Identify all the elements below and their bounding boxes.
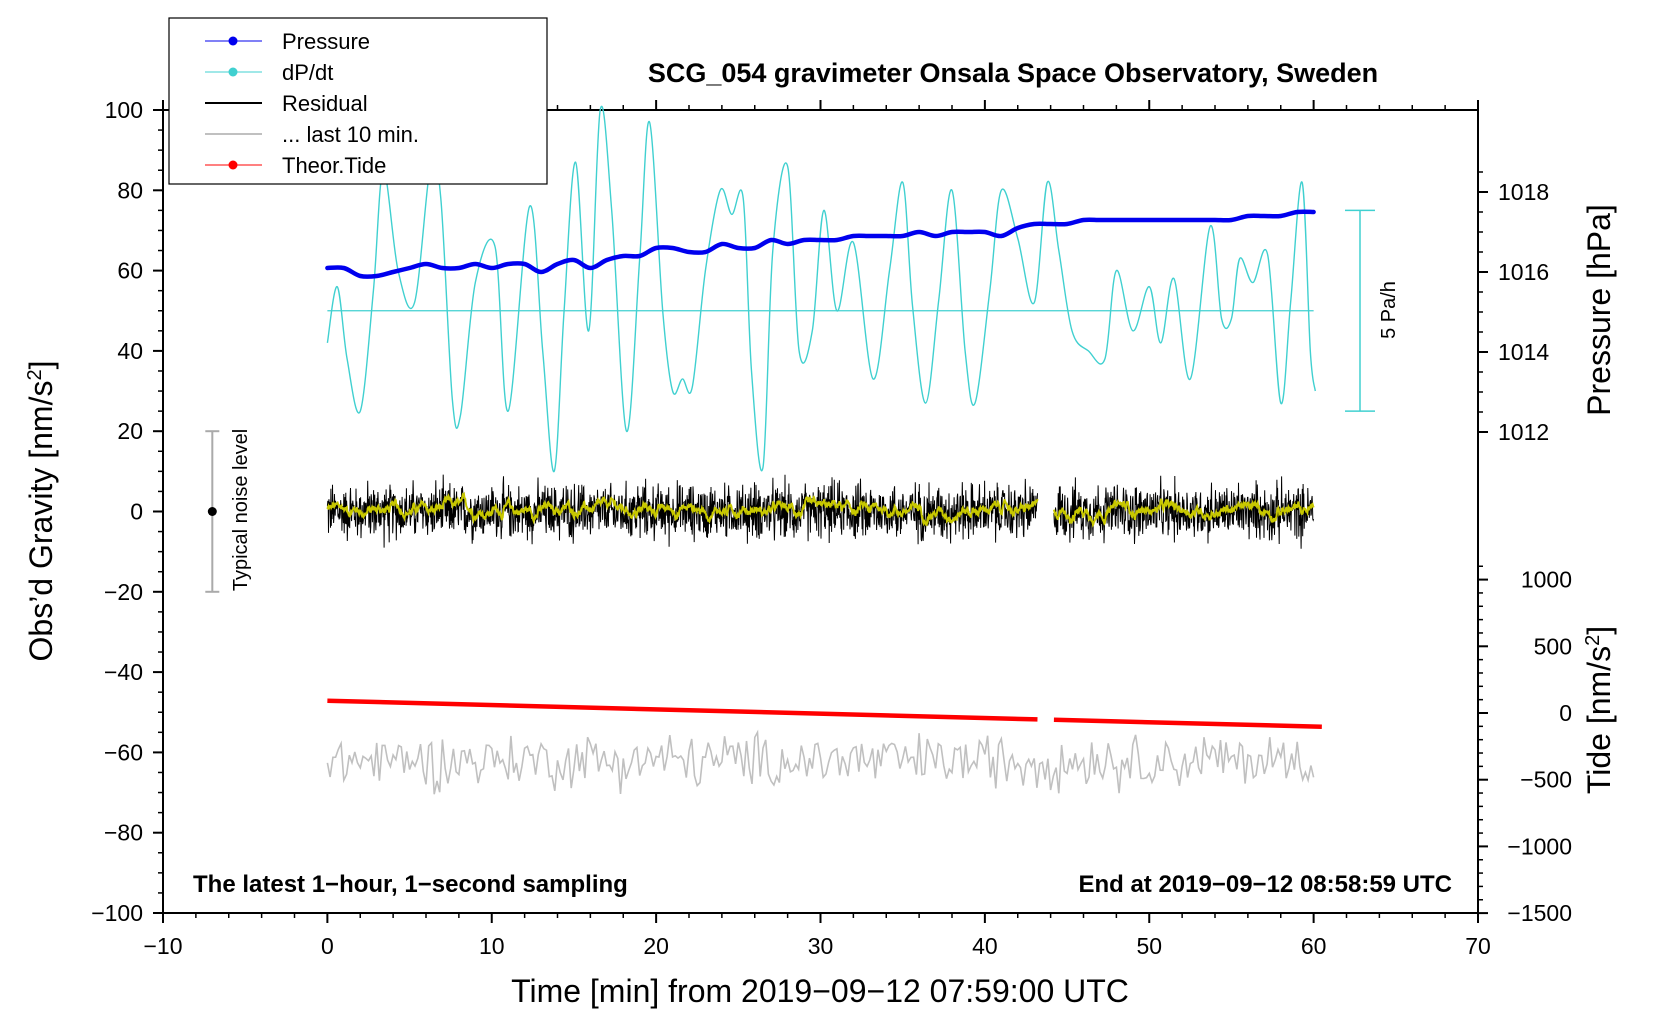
tide-tick-label: 500	[1534, 633, 1572, 659]
y-tick-label: 20	[117, 418, 143, 444]
legend-box	[168, 17, 548, 185]
series-tide	[327, 698, 1322, 729]
legend-label: dP/dt	[282, 60, 333, 85]
last10-line	[326, 729, 1315, 795]
tide-tick-label: −1000	[1507, 833, 1572, 859]
y-tick-label: −20	[104, 579, 143, 605]
tide-tick-label: −1500	[1507, 900, 1572, 926]
x-tick-label: 60	[1301, 933, 1327, 959]
footer-left: The latest 1−hour, 1−second sampling	[193, 871, 628, 898]
x-axis-ticks: −10 0 10 20 30 40 50 60 70	[143, 100, 1491, 959]
y-axis-label-text: Obs’d Gravity [nm/s	[23, 381, 59, 662]
pressure-tick-label: 1018	[1498, 179, 1549, 205]
y-tick-label: 80	[117, 177, 143, 203]
legend-marker	[228, 36, 238, 46]
legend-label: ... last 10 min.	[282, 122, 419, 147]
noise-level-bar	[205, 430, 220, 593]
y-tick-label: 100	[105, 97, 143, 123]
label-suffix: ]	[1581, 626, 1617, 635]
y-tick-label: 60	[117, 258, 143, 284]
pressure-line	[325, 209, 1316, 280]
tide-tick-label: −500	[1520, 767, 1572, 793]
footer-right: End at 2019−09−12 08:58:59 UTC	[1078, 871, 1452, 898]
pressure-axis-label: Pressure [hPa]	[1581, 204, 1617, 416]
legend-marker	[228, 160, 238, 170]
y-axis-label: Obs’d Gravity [nm/s2]	[23, 361, 59, 662]
series-pressure	[325, 209, 1316, 280]
y-tick-label: −80	[104, 820, 143, 846]
pressure-tick-label: 1014	[1498, 339, 1549, 365]
y-tick-label: 40	[117, 338, 143, 364]
pressure-tick-label: 1012	[1498, 419, 1549, 445]
legend-marker	[228, 67, 238, 77]
x-tick-label: 0	[321, 933, 334, 959]
rate-scale-bar	[1345, 209, 1375, 412]
series-residual	[326, 474, 1315, 549]
residual-line	[326, 474, 1038, 548]
label-suffix: ]	[23, 361, 59, 370]
tide-tick-label: 0	[1559, 700, 1572, 726]
pressure-axis-ticks: 1018 1016 1014 1012	[1478, 171, 1549, 445]
series-last10	[326, 729, 1315, 795]
chart-title: SCG_054 gravimeter Onsala Space Observat…	[648, 58, 1378, 88]
y-tick-label: −40	[104, 659, 143, 685]
noise-bar-dot	[207, 507, 217, 516]
legend-items: Pressure dP/dt Residual ... last 10 min. The…	[205, 29, 419, 178]
x-tick-label: 50	[1136, 933, 1162, 959]
series-dpdt	[326, 106, 1316, 473]
y-tick-label: −60	[104, 739, 143, 765]
tide-tick-label: 1000	[1521, 567, 1572, 593]
superscript: 2	[1582, 635, 1604, 646]
tide-axis-ticks: 1000 500 0 −500 −1000 −1500	[1478, 565, 1572, 926]
rate-scale-label: 5 Pa/h	[1378, 281, 1400, 339]
tide-line-segment	[327, 698, 1038, 722]
dpdt-line	[326, 106, 1316, 473]
residual-smooth-line	[1052, 498, 1315, 528]
tide-line-segment	[1053, 717, 1322, 729]
x-tick-label: 30	[808, 933, 834, 959]
legend: Pressure dP/dt Residual ... last 10 min. The…	[168, 17, 548, 185]
x-tick-label: 40	[972, 933, 998, 959]
pressure-tick-label: 1016	[1498, 259, 1549, 285]
x-tick-label: −10	[143, 933, 182, 959]
legend-label: Pressure	[282, 29, 370, 54]
y-axis-ticks: 100 80 60 40 20 0 −20 −40 −60 −80 −100	[91, 97, 163, 926]
tide-axis-label-text: Tide [nm/s	[1581, 646, 1617, 794]
x-axis-label: Time [min] from 2019−09−12 07:59:00 UTC	[511, 973, 1129, 1009]
legend-label: Residual	[282, 91, 368, 116]
y-tick-label: −100	[91, 900, 143, 926]
x-tick-label: 20	[643, 933, 669, 959]
y-tick-label: 0	[130, 499, 143, 525]
noise-level-label: Typical noise level	[230, 429, 252, 591]
residual-smooth-line	[326, 491, 1039, 527]
x-tick-label: 10	[479, 933, 505, 959]
superscript: 2	[24, 369, 46, 380]
legend-label: Theor.Tide	[282, 153, 386, 178]
tide-axis-label: Tide [nm/s2]	[1581, 626, 1617, 794]
x-tick-label: 70	[1465, 933, 1491, 959]
